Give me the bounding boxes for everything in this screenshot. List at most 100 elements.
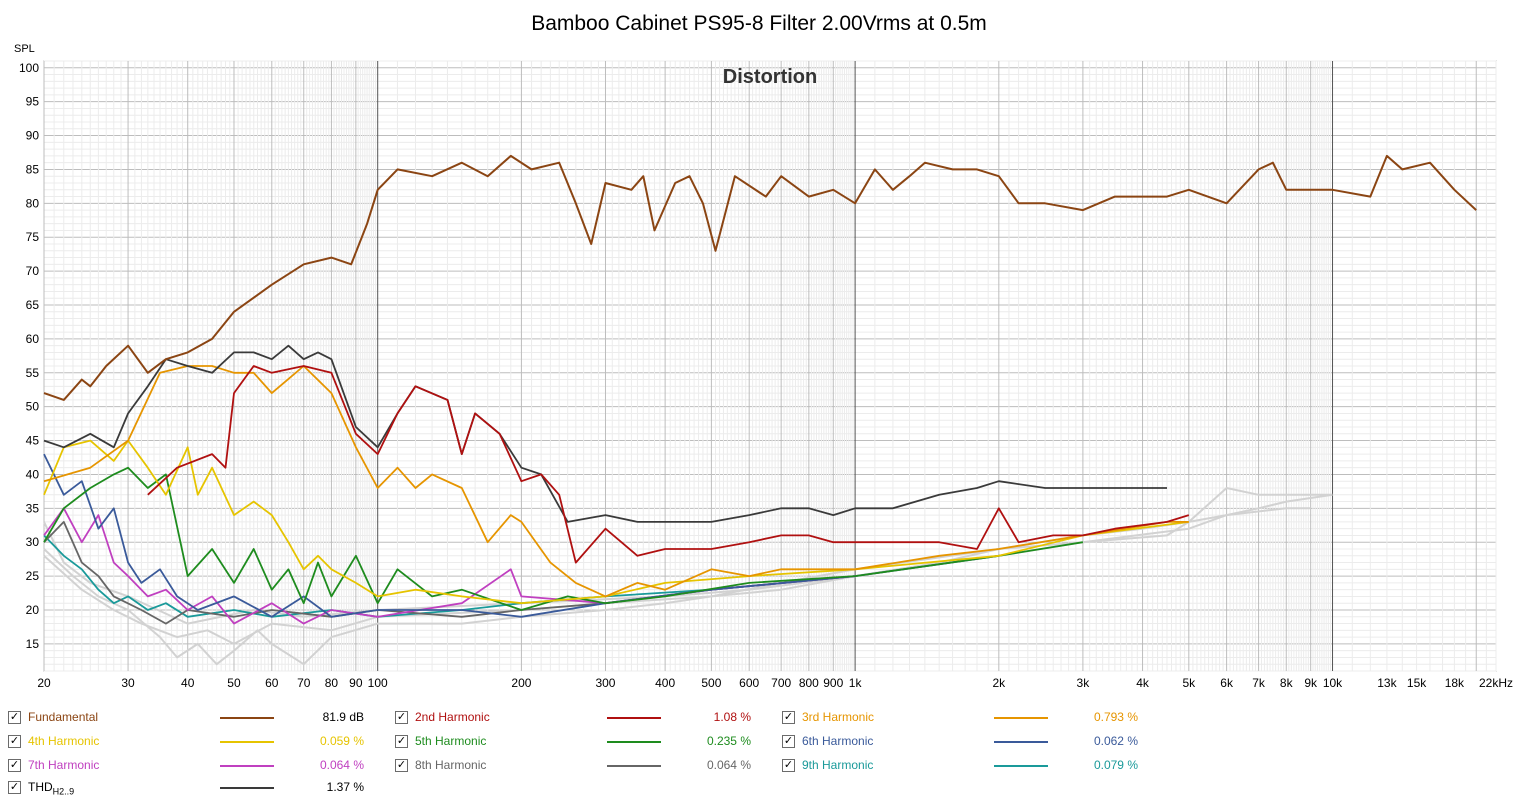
x-tick-label: 40 bbox=[181, 676, 195, 690]
x-tick-label: 18k bbox=[1445, 676, 1465, 690]
x-tick-label: 60 bbox=[265, 676, 279, 690]
series-line-4th-harmonic bbox=[43, 439, 1189, 605]
legend-value: 0.079 % bbox=[1093, 758, 1138, 772]
legend-checkbox[interactable]: ✓ bbox=[395, 711, 408, 724]
legend-checkbox[interactable]: ✓ bbox=[782, 735, 795, 748]
legend-label: Fundamental bbox=[28, 710, 99, 724]
legend-item: ✓ 6th Harmonic 0.062 % bbox=[782, 732, 1142, 752]
legend-value: 0.793 % bbox=[1093, 710, 1138, 724]
y-tick-label: 15 bbox=[26, 637, 40, 651]
legend-value: 0.064 % bbox=[319, 758, 364, 772]
legend-swatch bbox=[994, 717, 1048, 719]
series-line-8th-harmonic bbox=[43, 521, 856, 625]
x-tick-label: 800 bbox=[799, 676, 819, 690]
legend-checkbox[interactable]: ✓ bbox=[395, 759, 408, 772]
x-tick-label: 13k bbox=[1377, 676, 1397, 690]
legend-label: 9th Harmonic bbox=[802, 758, 874, 772]
legend-value: 0.062 % bbox=[1093, 734, 1138, 748]
x-tick-label: 500 bbox=[701, 676, 721, 690]
legend-value: 1.37 % bbox=[326, 780, 364, 794]
x-tick-label: 2k bbox=[992, 676, 1006, 690]
x-tick-label: 22kHz bbox=[1479, 676, 1513, 690]
x-tick-label: 5k bbox=[1182, 676, 1196, 690]
x-tick-label: 15k bbox=[1407, 676, 1427, 690]
legend-label: THDH2..9 bbox=[28, 780, 75, 797]
legend: ✓ Fundamental 81.9 dB ✓ 2nd Harmonic 1.08 % ✓ 3… bbox=[0, 698, 1518, 797]
legend-label: 6th Harmonic bbox=[802, 734, 874, 748]
legend-item: ✓ 8th Harmonic 0.064 % bbox=[395, 756, 755, 776]
legend-swatch bbox=[607, 741, 661, 743]
x-tick-label: 7k bbox=[1252, 676, 1266, 690]
legend-item: ✓ 4th Harmonic 0.059 % bbox=[8, 732, 368, 752]
series-line-5th-harmonic bbox=[43, 466, 1084, 611]
x-tick-label: 20 bbox=[37, 676, 51, 690]
legend-checkbox[interactable]: ✓ bbox=[8, 735, 21, 748]
y-tick-label: 45 bbox=[26, 434, 40, 448]
x-tick-label: 700 bbox=[771, 676, 791, 690]
legend-checkbox[interactable]: ✓ bbox=[8, 711, 21, 724]
legend-swatch bbox=[994, 741, 1048, 743]
legend-label: 3rd Harmonic bbox=[802, 710, 875, 724]
y-tick-label: 50 bbox=[26, 400, 40, 414]
y-tick-label: 65 bbox=[26, 298, 40, 312]
x-tick-label: 30 bbox=[121, 676, 135, 690]
y-tick-label: 25 bbox=[26, 569, 40, 583]
y-tick-label: 80 bbox=[26, 196, 40, 210]
legend-swatch bbox=[607, 717, 661, 719]
x-tick-label: 10k bbox=[1323, 676, 1343, 690]
y-tick-label: 90 bbox=[26, 129, 40, 143]
legend-value: 81.9 dB bbox=[322, 710, 364, 724]
legend-swatch bbox=[607, 765, 661, 767]
x-tick-label: 200 bbox=[511, 676, 531, 690]
series-line-3rd-harmonic bbox=[43, 365, 1189, 598]
legend-checkbox[interactable]: ✓ bbox=[782, 759, 795, 772]
x-tick-label: 50 bbox=[227, 676, 241, 690]
y-tick-label: 40 bbox=[26, 467, 40, 481]
legend-label: 2nd Harmonic bbox=[415, 710, 490, 724]
x-tick-label: 9k bbox=[1304, 676, 1318, 690]
x-tick-labels: 20 30 40 50 60 70 80 90 100 200 300 400 500 600 700 800… bbox=[37, 676, 1513, 690]
legend-checkbox[interactable]: ✓ bbox=[8, 759, 21, 772]
x-tick-label: 8k bbox=[1280, 676, 1294, 690]
legend-label: 5th Harmonic bbox=[415, 734, 487, 748]
x-tick-label: 70 bbox=[297, 676, 311, 690]
y-tick-label: 85 bbox=[26, 162, 40, 176]
legend-item: ✓ Fundamental 81.9 dB bbox=[8, 708, 368, 728]
x-tick-label: 1k bbox=[849, 676, 863, 690]
chart-subtitle: Distortion bbox=[723, 66, 817, 88]
legend-value: 0.235 % bbox=[706, 734, 751, 748]
legend-checkbox[interactable]: ✓ bbox=[395, 735, 408, 748]
y-tick-label: 75 bbox=[26, 230, 40, 244]
legend-item: ✓ 3rd Harmonic 0.793 % bbox=[782, 708, 1142, 728]
x-tick-label: 100 bbox=[368, 676, 388, 690]
y-tick-label: 20 bbox=[26, 603, 40, 617]
x-tick-label: 900 bbox=[823, 676, 843, 690]
legend-label: 4th Harmonic bbox=[28, 734, 100, 748]
series-line-fundamental bbox=[43, 154, 1477, 401]
legend-item: ✓ 7th Harmonic 0.064 % bbox=[8, 756, 368, 776]
y-tick-label: 100 bbox=[19, 61, 39, 75]
legend-value: 0.064 % bbox=[706, 758, 751, 772]
series-line-7th-harmonic bbox=[43, 507, 856, 625]
distortion-chart: Bamboo Cabinet PS95-8 Filter 2.00Vrms at… bbox=[14, 12, 1513, 690]
legend-swatch bbox=[220, 765, 274, 767]
chart-title: Bamboo Cabinet PS95-8 Filter 2.00Vrms at… bbox=[531, 12, 987, 35]
x-tick-label: 6k bbox=[1220, 676, 1234, 690]
legend-swatch bbox=[220, 787, 274, 789]
x-tick-label: 90 bbox=[349, 676, 363, 690]
series-lines bbox=[43, 154, 1477, 625]
legend-swatch bbox=[220, 741, 274, 743]
y-tick-label: 70 bbox=[26, 264, 40, 278]
series-line-6th-harmonic bbox=[43, 453, 999, 618]
legend-checkbox[interactable]: ✓ bbox=[782, 711, 795, 724]
legend-item: ✓ 2nd Harmonic 1.08 % bbox=[395, 708, 755, 728]
legend-item: ✓ 5th Harmonic 0.235 % bbox=[395, 732, 755, 752]
x-tick-label: 3k bbox=[1077, 676, 1091, 690]
y-axis-label: SPL bbox=[14, 43, 35, 55]
legend-checkbox[interactable]: ✓ bbox=[8, 781, 21, 794]
legend-label: 8th Harmonic bbox=[415, 758, 487, 772]
legend-swatch bbox=[220, 717, 274, 719]
legend-value: 1.08 % bbox=[713, 710, 751, 724]
x-tick-label: 80 bbox=[325, 676, 339, 690]
x-tick-label: 600 bbox=[739, 676, 759, 690]
